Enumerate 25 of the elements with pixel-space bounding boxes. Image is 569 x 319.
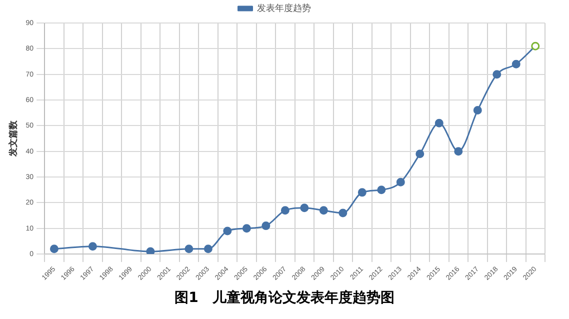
point xyxy=(512,60,520,68)
point xyxy=(280,206,290,215)
point xyxy=(358,188,366,197)
point xyxy=(184,244,194,254)
point xyxy=(377,186,386,194)
y-axis-title: 发文篇数 xyxy=(8,120,18,158)
point xyxy=(416,150,424,158)
point xyxy=(531,42,540,50)
point xyxy=(146,247,155,254)
point xyxy=(319,206,328,215)
point xyxy=(473,106,482,115)
point xyxy=(396,178,405,186)
legend-label: 发表年度趋势 xyxy=(256,2,311,14)
point xyxy=(262,222,270,230)
point xyxy=(434,118,444,128)
point xyxy=(492,70,502,79)
point xyxy=(454,147,463,156)
caption: 图1 儿童视角论文发表年度趋势图 xyxy=(174,289,396,307)
point xyxy=(204,244,212,254)
point xyxy=(338,208,348,218)
point xyxy=(300,204,309,212)
point xyxy=(242,224,251,233)
point xyxy=(223,226,232,236)
point xyxy=(50,244,58,254)
point xyxy=(88,242,97,251)
